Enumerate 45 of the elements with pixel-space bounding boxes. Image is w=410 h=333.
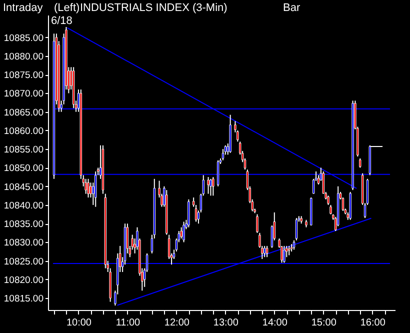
candlestick — [359, 158, 362, 168]
candlestick — [330, 204, 332, 215]
y-tick-label: 10880.00 — [4, 51, 44, 62]
x-tick-label: 11:00 — [116, 318, 141, 328]
candlestick — [256, 214, 258, 234]
y-tick-label: 10820.00 — [4, 274, 44, 286]
x-tick-label: 10:00 — [66, 318, 92, 328]
text: Intraday — [3, 2, 43, 14]
y-tick-label: 10860.00 — [4, 126, 44, 137]
candlestick — [87, 178, 90, 198]
candlestick — [295, 218, 298, 241]
y-tick-label: 10885.00 — [4, 32, 44, 44]
x-tick-label: 12:00 — [164, 318, 190, 328]
y-tick-label: 10855.00 — [4, 144, 44, 156]
candlestick — [84, 178, 87, 194]
candlestick — [288, 245, 290, 256]
x-tick-label: 14:00 — [262, 318, 288, 328]
text: (Left) — [54, 2, 80, 14]
y-tick-label: 10850.00 — [4, 163, 44, 174]
y-tick-label: 10845.00 — [4, 182, 44, 193]
candlestick — [207, 176, 210, 194]
y-tick-label: 10865.00 — [4, 107, 44, 118]
y-tick-label: 10875.00 — [4, 70, 44, 82]
candlestick — [212, 176, 214, 196]
annotation: 6/18 — [51, 15, 72, 27]
x-tick-label: 13:00 — [213, 318, 239, 328]
candlestick — [292, 240, 296, 250]
y-tick-label: 10830.00 — [4, 238, 44, 249]
candlestick — [222, 148, 224, 161]
y-tick-label: 10835.00 — [4, 219, 44, 230]
candlestick — [327, 195, 330, 206]
y-tick-label: 10840.00 — [4, 200, 44, 212]
x-tick-label: 15:00 — [311, 318, 337, 328]
candlestick — [180, 226, 182, 239]
y-tick-label: 10815.00 — [4, 294, 44, 305]
candlestick — [188, 198, 190, 228]
y-tick-label: 10870.00 — [4, 88, 44, 100]
x-tick-label: 16:00 — [360, 318, 386, 328]
candlestick — [264, 245, 266, 258]
candlestick — [210, 178, 212, 196]
candlestick — [266, 245, 268, 258]
candlestick — [182, 221, 185, 243]
y-tick-label: 10825.00 — [4, 256, 44, 268]
text: Bar — [283, 2, 300, 14]
chart-title: INDUSTRIALS INDEX (3-Min) — [80, 2, 228, 14]
